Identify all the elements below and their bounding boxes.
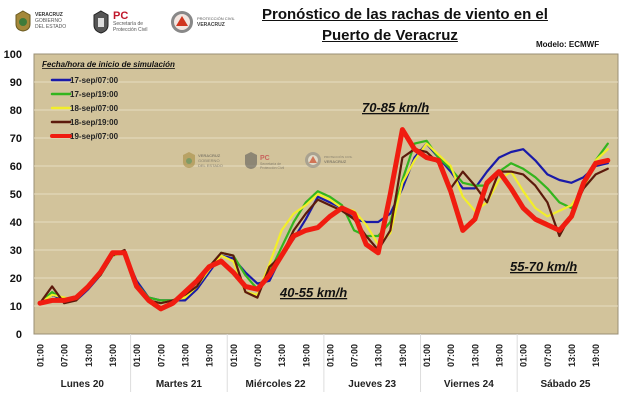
pcv-logo-line2: VERACRUZ <box>197 22 225 28</box>
y-tick-label: 30 <box>10 245 22 257</box>
x-tick-label: 13:00 <box>84 344 94 367</box>
x-axis: 01:00 07:00 13:00 19:00 Lunes 20 01:00 07:00 13… <box>36 334 601 392</box>
pc-logo-title: PC <box>113 10 129 22</box>
shield-icon <box>93 10 109 34</box>
annotations: 70-85 km/h 40-55 km/h 55-70 km/h <box>279 100 577 300</box>
y-tick-label: 100 <box>4 49 22 61</box>
x-tick-label: 13:00 <box>567 344 577 367</box>
pc-logo-line3: Protección Civil <box>113 27 148 33</box>
series-lines <box>37 127 611 312</box>
x-tick-label: 19:00 <box>495 344 505 367</box>
legend-entry: 19-sep/07:00 <box>70 132 119 141</box>
pc-proteccion-civil-logo: PC Secretaría de Protección Civil <box>92 10 147 34</box>
veracruz-logo-line3: DEL ESTADO <box>35 24 67 30</box>
x-tick-label: 19:00 <box>108 344 118 367</box>
x-tick-label: 01:00 <box>229 344 239 367</box>
y-tick-label: 80 <box>10 105 22 117</box>
x-tick-label: 07:00 <box>156 344 166 367</box>
annotation-40-55: 40-55 km/h <box>279 285 347 300</box>
watermark-pc-line3: Protección Civil <box>260 166 284 170</box>
watermark-pcv-line1: PROTECCIÓN CIVIL <box>324 154 353 159</box>
y-tick-label: 0 <box>16 329 22 341</box>
legend-entry: 17-sep/19:00 <box>70 90 119 99</box>
day-label: Martes 21 <box>156 379 203 390</box>
watermark-pc: PC <box>260 155 270 162</box>
x-tick-label: 13:00 <box>374 344 384 367</box>
x-tick-label: 01:00 <box>519 344 529 367</box>
legend-entry: 17-sep/07:00 <box>70 76 119 85</box>
pcv-logo-line1: PROTECCIÓN CIVIL <box>197 16 235 21</box>
x-tick-label: 13:00 <box>277 344 287 367</box>
annotation-55-70: 55-70 km/h <box>510 259 577 274</box>
watermark-pc-line2: Secretaría de <box>260 162 281 166</box>
y-tick-label: 20 <box>10 273 22 285</box>
y-tick-label: 10 <box>10 301 22 313</box>
day-label: Lunes 20 <box>61 379 105 390</box>
day-label: Sábado 25 <box>540 379 590 390</box>
veracruz-logo-line2: GOBIERNO <box>35 18 62 24</box>
civil-protection-emblem-icon <box>171 11 193 33</box>
x-tick-label: 07:00 <box>350 344 360 367</box>
y-tick-label: 50 <box>10 189 22 201</box>
watermark-veracruz-line2: GOBIERNO <box>198 158 220 163</box>
day-label: Jueves 23 <box>348 379 396 390</box>
x-tick-label: 19:00 <box>398 344 408 367</box>
chart-title-line2: Puerto de Veracruz <box>322 27 458 44</box>
watermark-veracruz-line1: VERACRUZ <box>198 153 221 158</box>
x-tick-label: 01:00 <box>132 344 142 367</box>
y-tick-label: 40 <box>10 217 22 229</box>
x-tick-label: 07:00 <box>446 344 456 367</box>
x-tick-label: 19:00 <box>301 344 311 367</box>
x-tick-label: 01:00 <box>325 344 335 367</box>
x-tick-label: 07:00 <box>543 344 553 367</box>
y-tick-label: 60 <box>10 161 22 173</box>
pc-logo-line2: Secretaría de <box>113 21 144 27</box>
model-label: Modelo: ECMWF <box>536 40 600 49</box>
x-tick-label: 01:00 <box>422 344 432 367</box>
legend-entry: 18-sep/07:00 <box>70 104 119 113</box>
series-line-19-sep-07-00 <box>37 127 611 312</box>
x-tick-label: 01:00 <box>36 344 46 367</box>
legend: Fecha/hora de inicio de simulación 17-se… <box>42 60 175 141</box>
y-tick-label: 70 <box>10 133 22 145</box>
watermark-logos: VERACRUZ GOBIERNO DEL ESTADO PC Secretar… <box>183 152 353 170</box>
veracruz-gobierno-logo: VERACRUZ GOBIERNO DEL ESTADO <box>14 10 66 32</box>
annotation-70-85: 70-85 km/h <box>362 100 429 115</box>
watermark-veracruz-line3: DEL ESTADO <box>198 163 223 168</box>
watermark-pcv-line2: VERACRUZ <box>324 159 347 164</box>
x-tick-label: 13:00 <box>470 344 480 367</box>
x-tick-label: 19:00 <box>591 344 601 367</box>
coat-of-arms-icon <box>15 10 31 32</box>
x-tick-label: 19:00 <box>205 344 215 367</box>
veracruz-logo-line1: VERACRUZ <box>35 12 63 18</box>
y-axis-ticks: 0 10 20 30 40 50 60 70 80 90 100 <box>4 49 22 341</box>
gridlines <box>34 81 618 307</box>
x-tick-label: 07:00 <box>253 344 263 367</box>
chart-title-line1: Pronóstico de las rachas de viento en el <box>262 6 548 23</box>
x-tick-label: 07:00 <box>60 344 70 367</box>
day-label: Miércoles 22 <box>246 379 306 390</box>
x-tick-label: 13:00 <box>180 344 190 367</box>
day-label: Viernes 24 <box>444 379 494 390</box>
legend-title: Fecha/hora de inicio de simulación <box>42 60 175 69</box>
y-tick-label: 90 <box>10 77 22 89</box>
legend-entry: 18-sep/19:00 <box>70 118 119 127</box>
proteccion-civil-veracruz-logo: PROTECCIÓN CIVIL VERACRUZ <box>170 10 235 34</box>
